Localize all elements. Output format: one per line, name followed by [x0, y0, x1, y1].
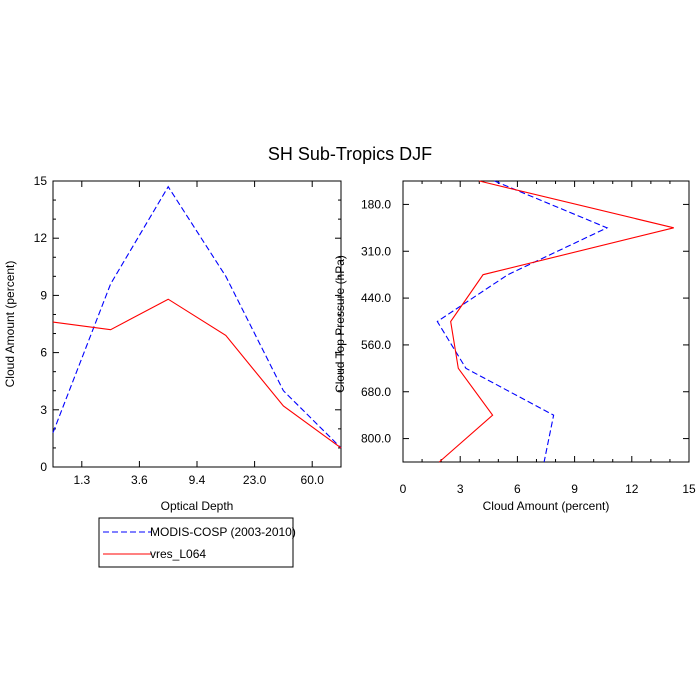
right-y-axis-label: Cloud Top Pressure (hPa) [333, 255, 347, 393]
right-x-tick-label: 0 [400, 482, 407, 496]
left-x-tick-label: 1.3 [73, 473, 90, 487]
left-x-axis-label: Optical Depth [161, 499, 234, 513]
left-series-line-1 [52, 298, 342, 449]
left-y-tick-label: 15 [34, 174, 48, 188]
left-x-tick-label: 60.0 [301, 473, 325, 487]
right-x-tick-label: 12 [625, 482, 639, 496]
right-series-line-0 [436, 180, 609, 463]
left-y-tick-label: 12 [34, 231, 48, 245]
right-plot-frame [402, 180, 690, 463]
left-y-axis-label: Cloud Amount (percent) [3, 261, 17, 388]
right-panel: 0 3 6 9 12 15 180.0 310.0 440.0 560.0 680.0 800.0 C… [333, 180, 696, 513]
right-y-tick-label: 440.0 [361, 291, 391, 305]
right-y-tick-label: 560.0 [361, 338, 391, 352]
legend-label-modis: MODIS-COSP (2003-2010) [150, 525, 296, 539]
left-y-tick-label: 6 [40, 346, 47, 360]
left-x-tick-label: 23.0 [243, 473, 267, 487]
right-x-tick-label: 3 [457, 482, 464, 496]
right-y-tick-label: 180.0 [361, 197, 391, 211]
right-x-axis-label: Cloud Amount (percent) [483, 499, 610, 513]
right-x-tick-label: 9 [571, 482, 578, 496]
left-plot-frame [52, 180, 342, 468]
left-y-tick-label: 3 [40, 403, 47, 417]
left-y-tick-label: 9 [40, 288, 47, 302]
right-y-tick-label: 680.0 [361, 385, 391, 399]
right-x-tick-label: 15 [682, 482, 696, 496]
right-y-tick-label: 800.0 [361, 432, 391, 446]
left-series-line-0 [52, 185, 342, 449]
right-series-line-1 [438, 180, 674, 463]
right-lines [436, 180, 674, 463]
right-x-tick-label: 6 [514, 482, 521, 496]
right-y-tick-label: 310.0 [361, 244, 391, 258]
left-ticks: 0 3 6 9 12 15 1.3 3.6 9.4 23.0 60.0 [34, 174, 341, 487]
left-y-tick-label: 0 [40, 460, 47, 474]
left-x-tick-label: 3.6 [131, 473, 148, 487]
left-x-tick-label: 9.4 [189, 473, 206, 487]
figure-title: SH Sub-Tropics DJF [268, 144, 432, 164]
legend-label-vres: vres_L064 [150, 547, 206, 561]
legend-box [98, 517, 294, 568]
left-lines [52, 185, 342, 449]
legend: MODIS-COSP (2003-2010) vres_L064 [98, 517, 296, 568]
right-ticks: 0 3 6 9 12 15 180.0 310.0 440.0 560.0 680.0 800.0 [361, 181, 696, 496]
